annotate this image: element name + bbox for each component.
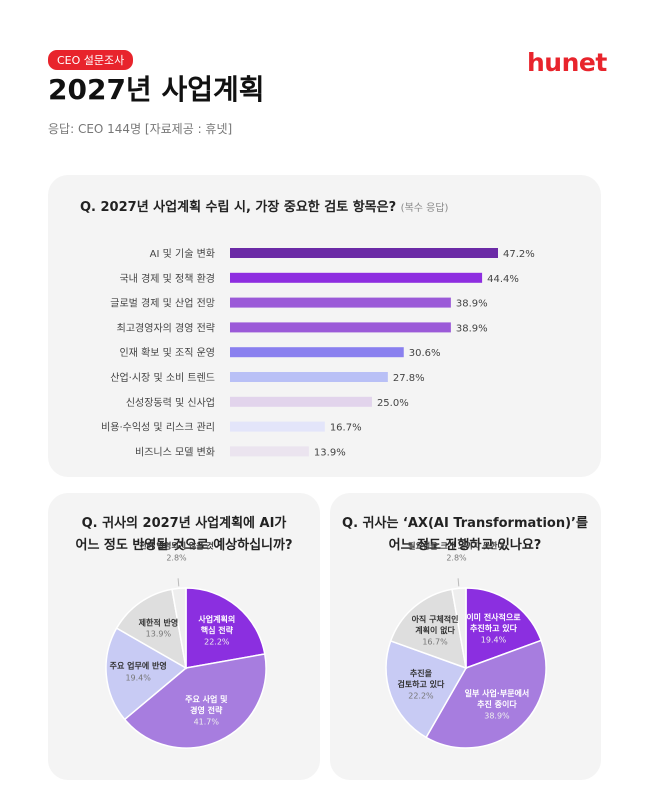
category-label: 인재 확보 및 조직 운영 <box>119 347 215 359</box>
bar <box>230 372 388 382</box>
slice-value: 2.8% <box>446 553 467 563</box>
slice-label: 주요 업무에 반영 <box>109 661 167 671</box>
leader-line <box>177 578 180 587</box>
pie-slice <box>185 587 266 669</box>
chart-title-text: Q. 2027년 사업계획 수립 시, 가장 중요한 검토 항목은? <box>80 200 397 215</box>
value-label: 16.7% <box>330 423 362 434</box>
pie-slice <box>115 588 188 670</box>
subtitle: 응답: CEO 144명 [자료제공 : 휴넷] <box>48 122 233 136</box>
value-label: 13.9% <box>314 447 346 458</box>
pie-slice <box>105 627 188 721</box>
chart-title: 어느 정도 반영될 것으로 예상하십니까? <box>75 537 292 553</box>
chart-title: Q. 귀사의 2027년 사업계획에 AI가 <box>82 515 287 531</box>
bar <box>230 446 309 457</box>
pie-slice <box>389 588 467 670</box>
slice-label: 이미 전사적으로 추진하고 있다 <box>466 612 521 633</box>
pie-slice <box>465 587 543 670</box>
value-label: 38.9% <box>456 323 488 334</box>
slice-value: 13.9% <box>145 629 172 639</box>
badge: CEO 설문조사 <box>48 50 134 70</box>
value-label: 38.9% <box>456 299 488 310</box>
category-label: 산업·시장 및 소비 트렌드 <box>110 371 215 384</box>
chart-title: Q. 귀사는 ‘AX(AI Transformation)’를 <box>342 515 588 531</box>
value-label: 25.0% <box>377 398 409 409</box>
slice-value: 19.4% <box>125 673 151 683</box>
slice-value: 16.7% <box>422 637 448 647</box>
category-label: 국내 경제 및 정책 환경 <box>119 272 215 285</box>
value-label: 27.8% <box>393 373 425 384</box>
pie-slice <box>451 587 467 669</box>
chart-title: Q. 2027년 사업계획 수립 시, 가장 중요한 검토 항목은? (복수 응… <box>80 196 448 215</box>
slice-label: 추진을 검토하고 있다 <box>397 668 445 689</box>
pie-slice <box>171 587 187 669</box>
bar <box>230 347 404 358</box>
slice-value: 22.2% <box>408 691 434 701</box>
bar <box>230 272 483 283</box>
pie-slice <box>385 639 468 739</box>
category-label: 비용·수익성 및 리스크 관리 <box>101 422 215 434</box>
leader-line <box>457 578 460 587</box>
page-title: 2027년 사업계획 <box>48 73 265 106</box>
slice-label: 필요성을 크게 느끼지 못한다 <box>408 541 505 551</box>
bar <box>230 297 451 308</box>
slice-value: 38.9% <box>484 711 510 721</box>
bar <box>230 248 498 258</box>
value-label: 30.6% <box>409 348 441 359</box>
slice-label: 전혀 반영되지 않을 것 <box>139 541 214 551</box>
category-label: 비즈니스 모델 변화 <box>135 446 215 458</box>
pie-slice <box>123 653 267 749</box>
slice-label: 사업계획의 핵심 전략 <box>198 615 236 636</box>
slice-value: 22.2% <box>204 637 230 647</box>
value-label: 44.4% <box>487 274 519 285</box>
category-label: AI 및 기술 변화 <box>150 248 215 260</box>
chart-note: (복수 응답) <box>400 203 449 214</box>
slice-value: 19.4% <box>480 635 507 645</box>
slice-label: 주요 사업 및 경영 전략 <box>185 695 228 716</box>
pie-slice <box>425 639 547 749</box>
slice-label: 아직 구체적인 계획이 없다 <box>411 615 459 636</box>
slice-label: 제한적 반영 <box>138 618 179 628</box>
slice-value: 2.8% <box>166 553 187 563</box>
category-label: 신성장동력 및 신사업 <box>126 396 215 409</box>
bar <box>230 322 451 333</box>
slice-value: 41.7% <box>193 717 220 727</box>
chart-title: 어느 정도 진행하고 있나요? <box>389 537 542 553</box>
bar <box>230 396 372 407</box>
value-label: 47.2% <box>503 249 535 260</box>
slice-label: 일부 사업·부문에서 추진 중이다 <box>464 688 530 709</box>
logo: hunet <box>527 48 607 77</box>
category-label: 글로벌 경제 및 산업 전망 <box>110 297 215 310</box>
bar <box>230 421 325 432</box>
category-label: 최고경영자의 경영 전략 <box>117 321 215 334</box>
